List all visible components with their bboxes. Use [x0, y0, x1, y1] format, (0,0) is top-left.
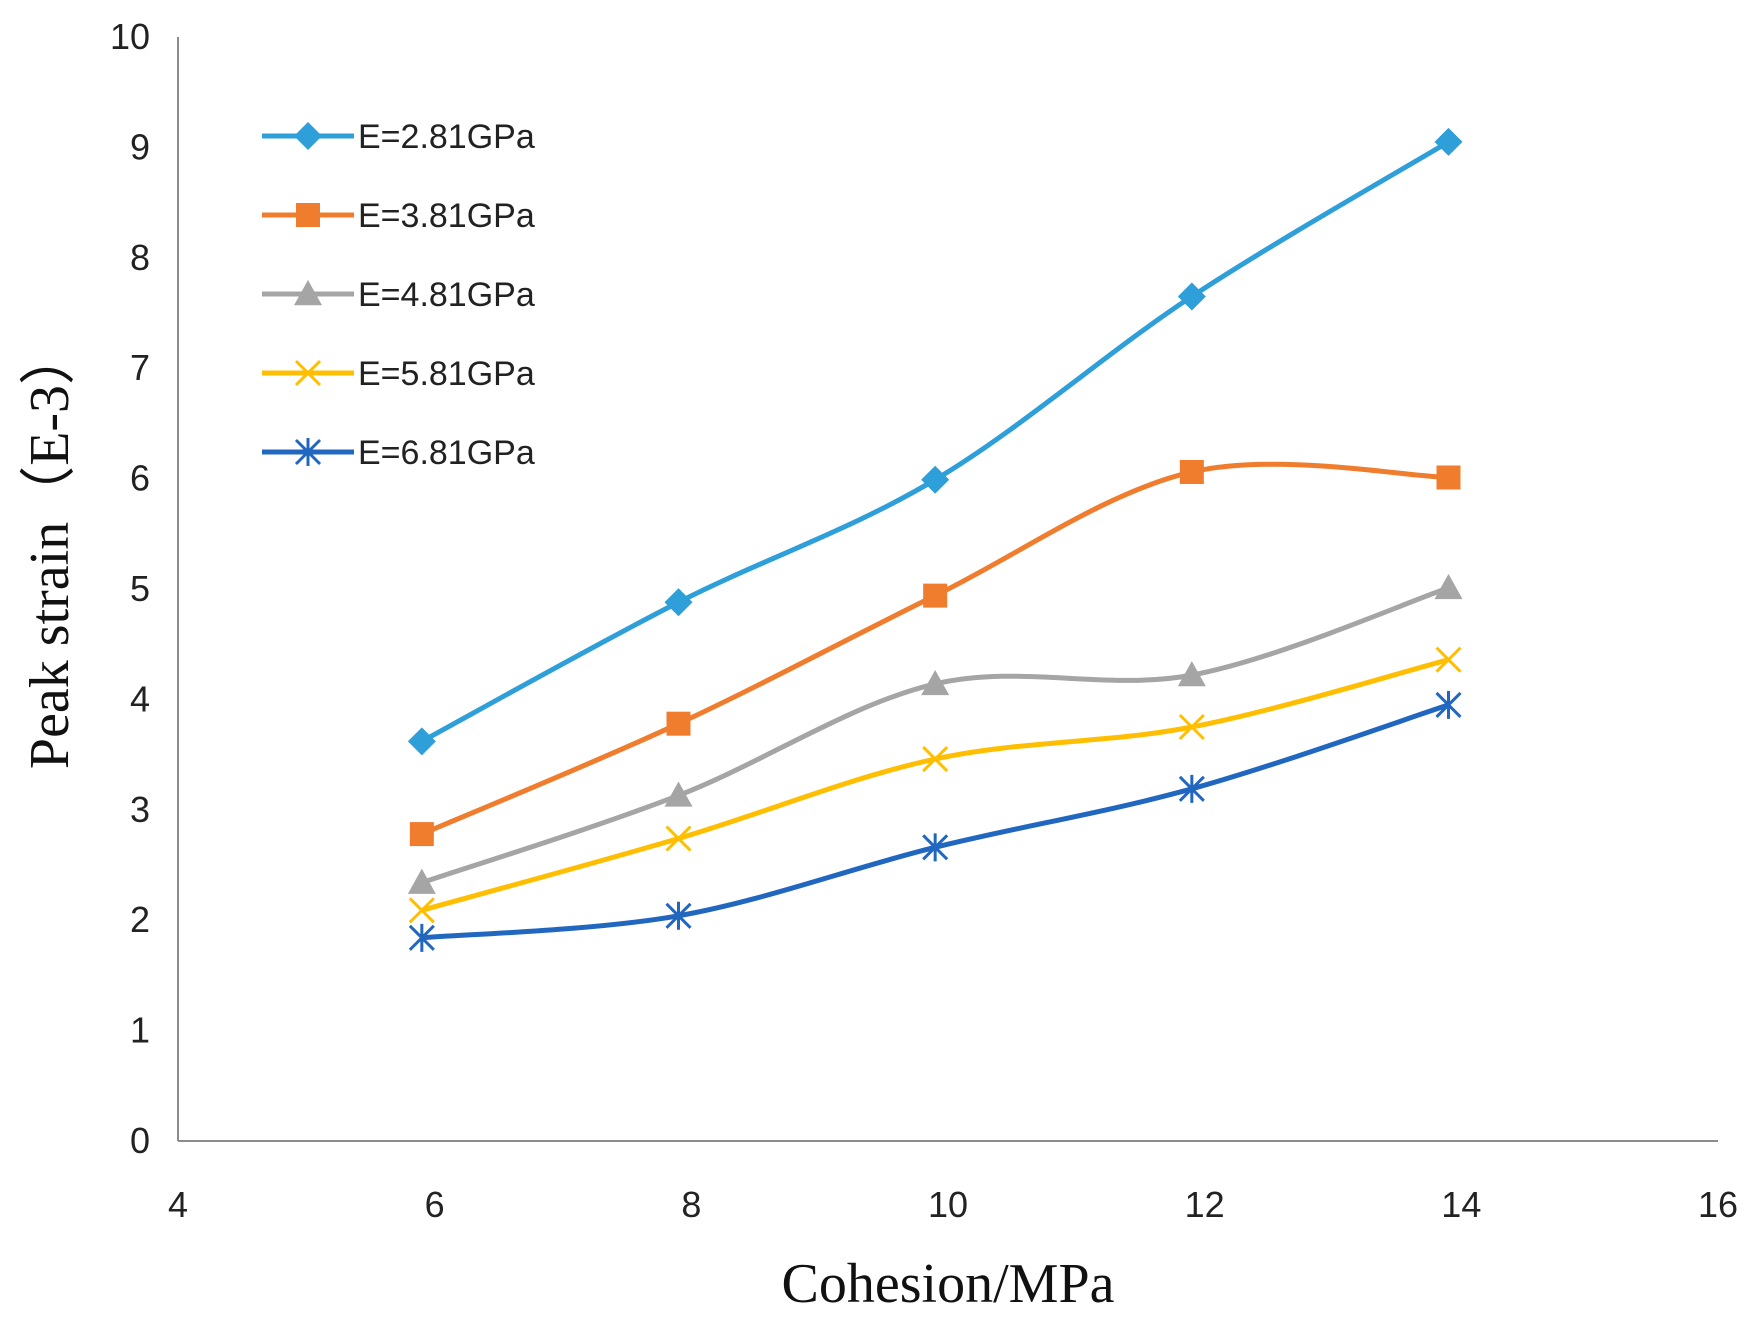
series-line-5 [421, 702, 1450, 941]
x-tick-label: 8 [681, 1184, 701, 1225]
x-tick-label: 10 [928, 1184, 968, 1225]
data-point-s5-3 [922, 833, 949, 862]
y-tick-label: 0 [130, 1120, 150, 1161]
x-tick-label: 4 [168, 1184, 188, 1225]
data-point-s3-3 [921, 669, 950, 696]
y-tick-label: 4 [130, 678, 150, 719]
y-tick-label: 7 [130, 347, 150, 388]
y-tick-label: 1 [130, 1010, 150, 1051]
data-point-s2-5 [1436, 465, 1461, 490]
legend-label: E=4.81GPa [358, 276, 535, 314]
x-tick-label: 14 [1441, 1184, 1481, 1225]
legend-label: E=2.81GPa [358, 118, 535, 156]
legend-label: E=5.81GPa [358, 355, 535, 393]
y-tick-label: 6 [130, 458, 150, 499]
data-point-s2-1 [409, 822, 434, 847]
legend-item-1: E=2.81GPa [262, 118, 535, 156]
data-point-s4-4 [1178, 713, 1205, 741]
data-point-s5-2 [665, 901, 692, 930]
y-tick-label: 8 [130, 237, 150, 278]
x-tick-label: 12 [1185, 1184, 1225, 1225]
data-point-s3-1 [407, 868, 436, 894]
data-point-s2-3 [923, 583, 948, 608]
series-line-2 [420, 461, 1449, 837]
data-point-s5-5 [1435, 690, 1462, 719]
data-point-s2-2 [666, 711, 691, 736]
legend-marker [294, 359, 322, 387]
y-tick-label: 10 [110, 16, 150, 57]
x-tick-label: 6 [425, 1184, 445, 1225]
legend-item-5: E=6.81GPa [262, 434, 535, 472]
data-point-s3-5 [1434, 573, 1463, 600]
legend-marker [296, 203, 320, 227]
legend-item-2: E=3.81GPa [262, 197, 535, 235]
data-point-s4-3 [922, 745, 949, 773]
data-point-s4-2 [665, 825, 692, 852]
y-tick-label: 2 [130, 899, 150, 940]
data-point-s3-2 [664, 781, 693, 807]
data-point-s4-5 [1435, 646, 1462, 673]
legend-label: E=6.81GPa [358, 434, 535, 472]
series-line-4 [421, 657, 1450, 913]
x-axis-title: Cohesion/MPa [782, 1253, 1115, 1315]
data-point-s5-4 [1178, 774, 1205, 803]
legend-item-4: E=5.81GPa [262, 355, 535, 393]
data-point-s1-4 [1177, 282, 1206, 311]
data-point-s1-2 [664, 588, 693, 617]
series-line-1 [420, 139, 1450, 744]
y-tick-label: 3 [130, 789, 150, 830]
data-point-s1-5 [1434, 127, 1463, 156]
legend-marker [294, 122, 322, 150]
y-tick-label: 5 [130, 568, 150, 609]
data-point-s4-1 [408, 897, 435, 924]
x-tick-label: 16 [1698, 1184, 1738, 1225]
data-point-s5-1 [408, 923, 435, 952]
y-tick-label: 9 [130, 126, 150, 167]
data-point-s1-1 [407, 727, 436, 756]
y-axis-title: Peak strain（E-3） [19, 329, 81, 769]
data-point-s2-4 [1179, 459, 1204, 484]
legend-marker [294, 280, 322, 306]
legend-label: E=3.81GPa [358, 197, 535, 235]
legend-item-3: E=4.81GPa [262, 276, 535, 314]
plot-area [407, 127, 1463, 952]
data-point-s1-3 [921, 465, 950, 494]
legend-marker [294, 438, 322, 466]
legend: E=2.81GPa E=3.81GPa E=4.81GPa E=5.81GPa E=6.… [262, 118, 535, 472]
data-point-s3-4 [1177, 661, 1206, 687]
